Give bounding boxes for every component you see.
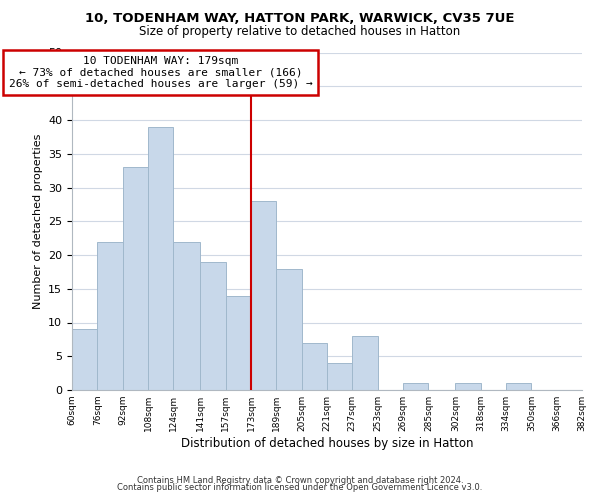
Bar: [226, 296, 251, 390]
Text: Size of property relative to detached houses in Hatton: Size of property relative to detached ho…: [139, 25, 461, 38]
Bar: [251, 201, 277, 390]
Bar: [72, 329, 97, 390]
Text: 10, TODENHAM WAY, HATTON PARK, WARWICK, CV35 7UE: 10, TODENHAM WAY, HATTON PARK, WARWICK, …: [85, 12, 515, 26]
Y-axis label: Number of detached properties: Number of detached properties: [32, 134, 43, 309]
Bar: [173, 242, 200, 390]
Text: 10 TODENHAM WAY: 179sqm
← 73% of detached houses are smaller (166)
26% of semi-d: 10 TODENHAM WAY: 179sqm ← 73% of detache…: [9, 56, 313, 89]
Bar: [302, 343, 327, 390]
Text: Contains public sector information licensed under the Open Government Licence v3: Contains public sector information licen…: [118, 484, 482, 492]
Bar: [200, 262, 226, 390]
Bar: [403, 383, 428, 390]
Bar: [122, 167, 148, 390]
Bar: [97, 242, 122, 390]
X-axis label: Distribution of detached houses by size in Hatton: Distribution of detached houses by size …: [181, 437, 473, 450]
Bar: [148, 126, 173, 390]
Bar: [352, 336, 377, 390]
Text: Contains HM Land Registry data © Crown copyright and database right 2024.: Contains HM Land Registry data © Crown c…: [137, 476, 463, 485]
Bar: [277, 268, 302, 390]
Bar: [506, 383, 532, 390]
Bar: [327, 363, 352, 390]
Bar: [455, 383, 481, 390]
